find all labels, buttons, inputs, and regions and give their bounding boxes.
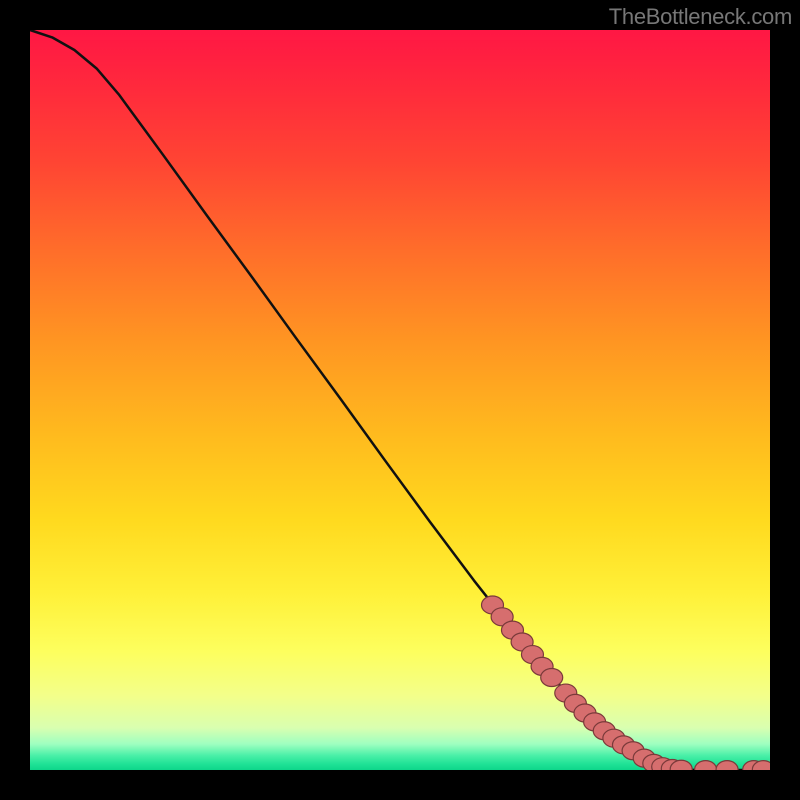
chart-background (30, 30, 770, 770)
data-marker (541, 669, 563, 687)
chart-svg (30, 30, 770, 770)
chart-container (30, 30, 770, 770)
watermark-text: TheBottleneck.com (609, 4, 792, 30)
